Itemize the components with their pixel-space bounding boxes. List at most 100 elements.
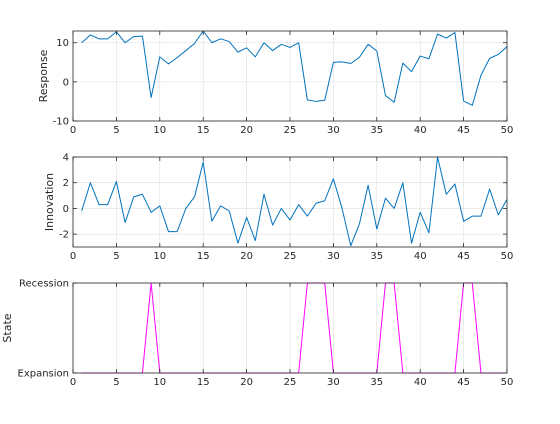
y-tick-label: 10 [56,38,69,49]
data-point [237,242,239,244]
data-point [410,242,412,244]
y-tick-label: 0 [63,77,69,88]
y-tick-label: 2 [63,178,69,189]
y-tick-label: Expansion [18,369,70,380]
data-point [393,207,395,209]
x-tick-label: 50 [501,125,514,136]
series-line-1 [81,156,508,247]
data-point [80,210,82,212]
x-tick-label: 15 [197,251,210,262]
x-tick-label: 10 [153,251,166,262]
data-point [350,245,352,247]
data-point [402,62,404,64]
data-point [124,42,126,44]
data-point [185,207,187,209]
x-tick-label: 5 [113,125,119,136]
data-point [376,50,378,52]
data-point [297,203,299,205]
data-point [185,49,187,51]
data-point [98,38,100,40]
data-point [393,101,395,103]
data-point [228,40,230,42]
x-tick-label: 10 [153,377,166,388]
data-point [254,56,256,58]
data-point [280,43,282,45]
y-tick-label: -2 [59,230,69,241]
data-point [193,196,195,198]
data-point [228,210,230,212]
series-line-1 [81,282,507,374]
data-point [202,161,204,163]
data-point [133,35,135,37]
data-point [133,196,135,198]
data-point [289,46,291,48]
data-point [419,55,421,57]
data-point [89,34,91,36]
data-point [332,178,334,180]
x-tick-label: 35 [370,377,383,388]
data-point [263,42,265,44]
x-tick-label: 35 [370,251,383,262]
data-point [245,216,247,218]
x-tick-label: 30 [327,251,340,262]
x-tick-label: 30 [327,125,340,136]
y-axis-label: Innovation [43,173,56,231]
data-point [341,207,343,209]
data-point [471,104,473,106]
y-tick-label: Recession [19,279,69,290]
data-point [150,96,152,98]
data-point [219,205,221,207]
data-point [488,188,490,190]
data-point [107,203,109,205]
data-point [454,31,456,33]
data-point [332,61,334,63]
x-tick-label: 45 [457,377,470,388]
data-point [454,183,456,185]
data-point [150,211,152,213]
data-point [428,232,430,234]
y-tick-label: 4 [63,153,69,164]
x-tick-label: 5 [113,251,119,262]
data-point [480,74,482,76]
data-point [315,100,317,102]
data-point [488,57,490,59]
y-tick-label: 0 [63,204,69,215]
x-tick-label: 0 [70,251,76,262]
data-point [376,228,378,230]
x-tick-label: 50 [501,377,514,388]
data-point [471,215,473,217]
data-point [384,94,386,96]
y-axis-label: Response [37,49,50,102]
data-point [193,42,195,44]
data-point [350,62,352,64]
data-point [367,184,369,186]
data-point [324,200,326,202]
x-tick-label: 15 [197,125,210,136]
data-point [167,230,169,232]
x-tick-label: 45 [457,251,470,262]
data-point [159,205,161,207]
x-tick-label: 25 [284,251,297,262]
x-tick-label: 20 [240,377,253,388]
x-tick-label: 15 [197,377,210,388]
data-point [428,58,430,60]
data-point [80,42,82,44]
data-point [176,56,178,58]
data-point [141,35,143,37]
data-point [436,33,438,35]
data-point [358,56,360,58]
data-point [410,70,412,72]
y-axis-label: State [1,313,14,342]
series-line-1 [81,30,508,106]
subplot-3: 0 5 10 15 20 25 30 35 40 45 50 Expansion Recession St… [1,279,513,389]
data-point [289,219,291,221]
y-tick-label: -10 [53,117,69,128]
x-tick-label: 25 [284,125,297,136]
data-point [445,37,447,39]
data-point [271,224,273,226]
data-point [367,43,369,45]
data-point [358,223,360,225]
data-point [497,53,499,55]
x-tick-label: 40 [414,377,427,388]
